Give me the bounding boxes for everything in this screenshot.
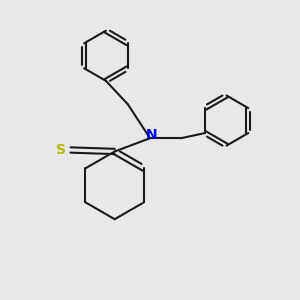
Text: N: N: [146, 128, 157, 142]
Text: S: S: [56, 143, 66, 157]
